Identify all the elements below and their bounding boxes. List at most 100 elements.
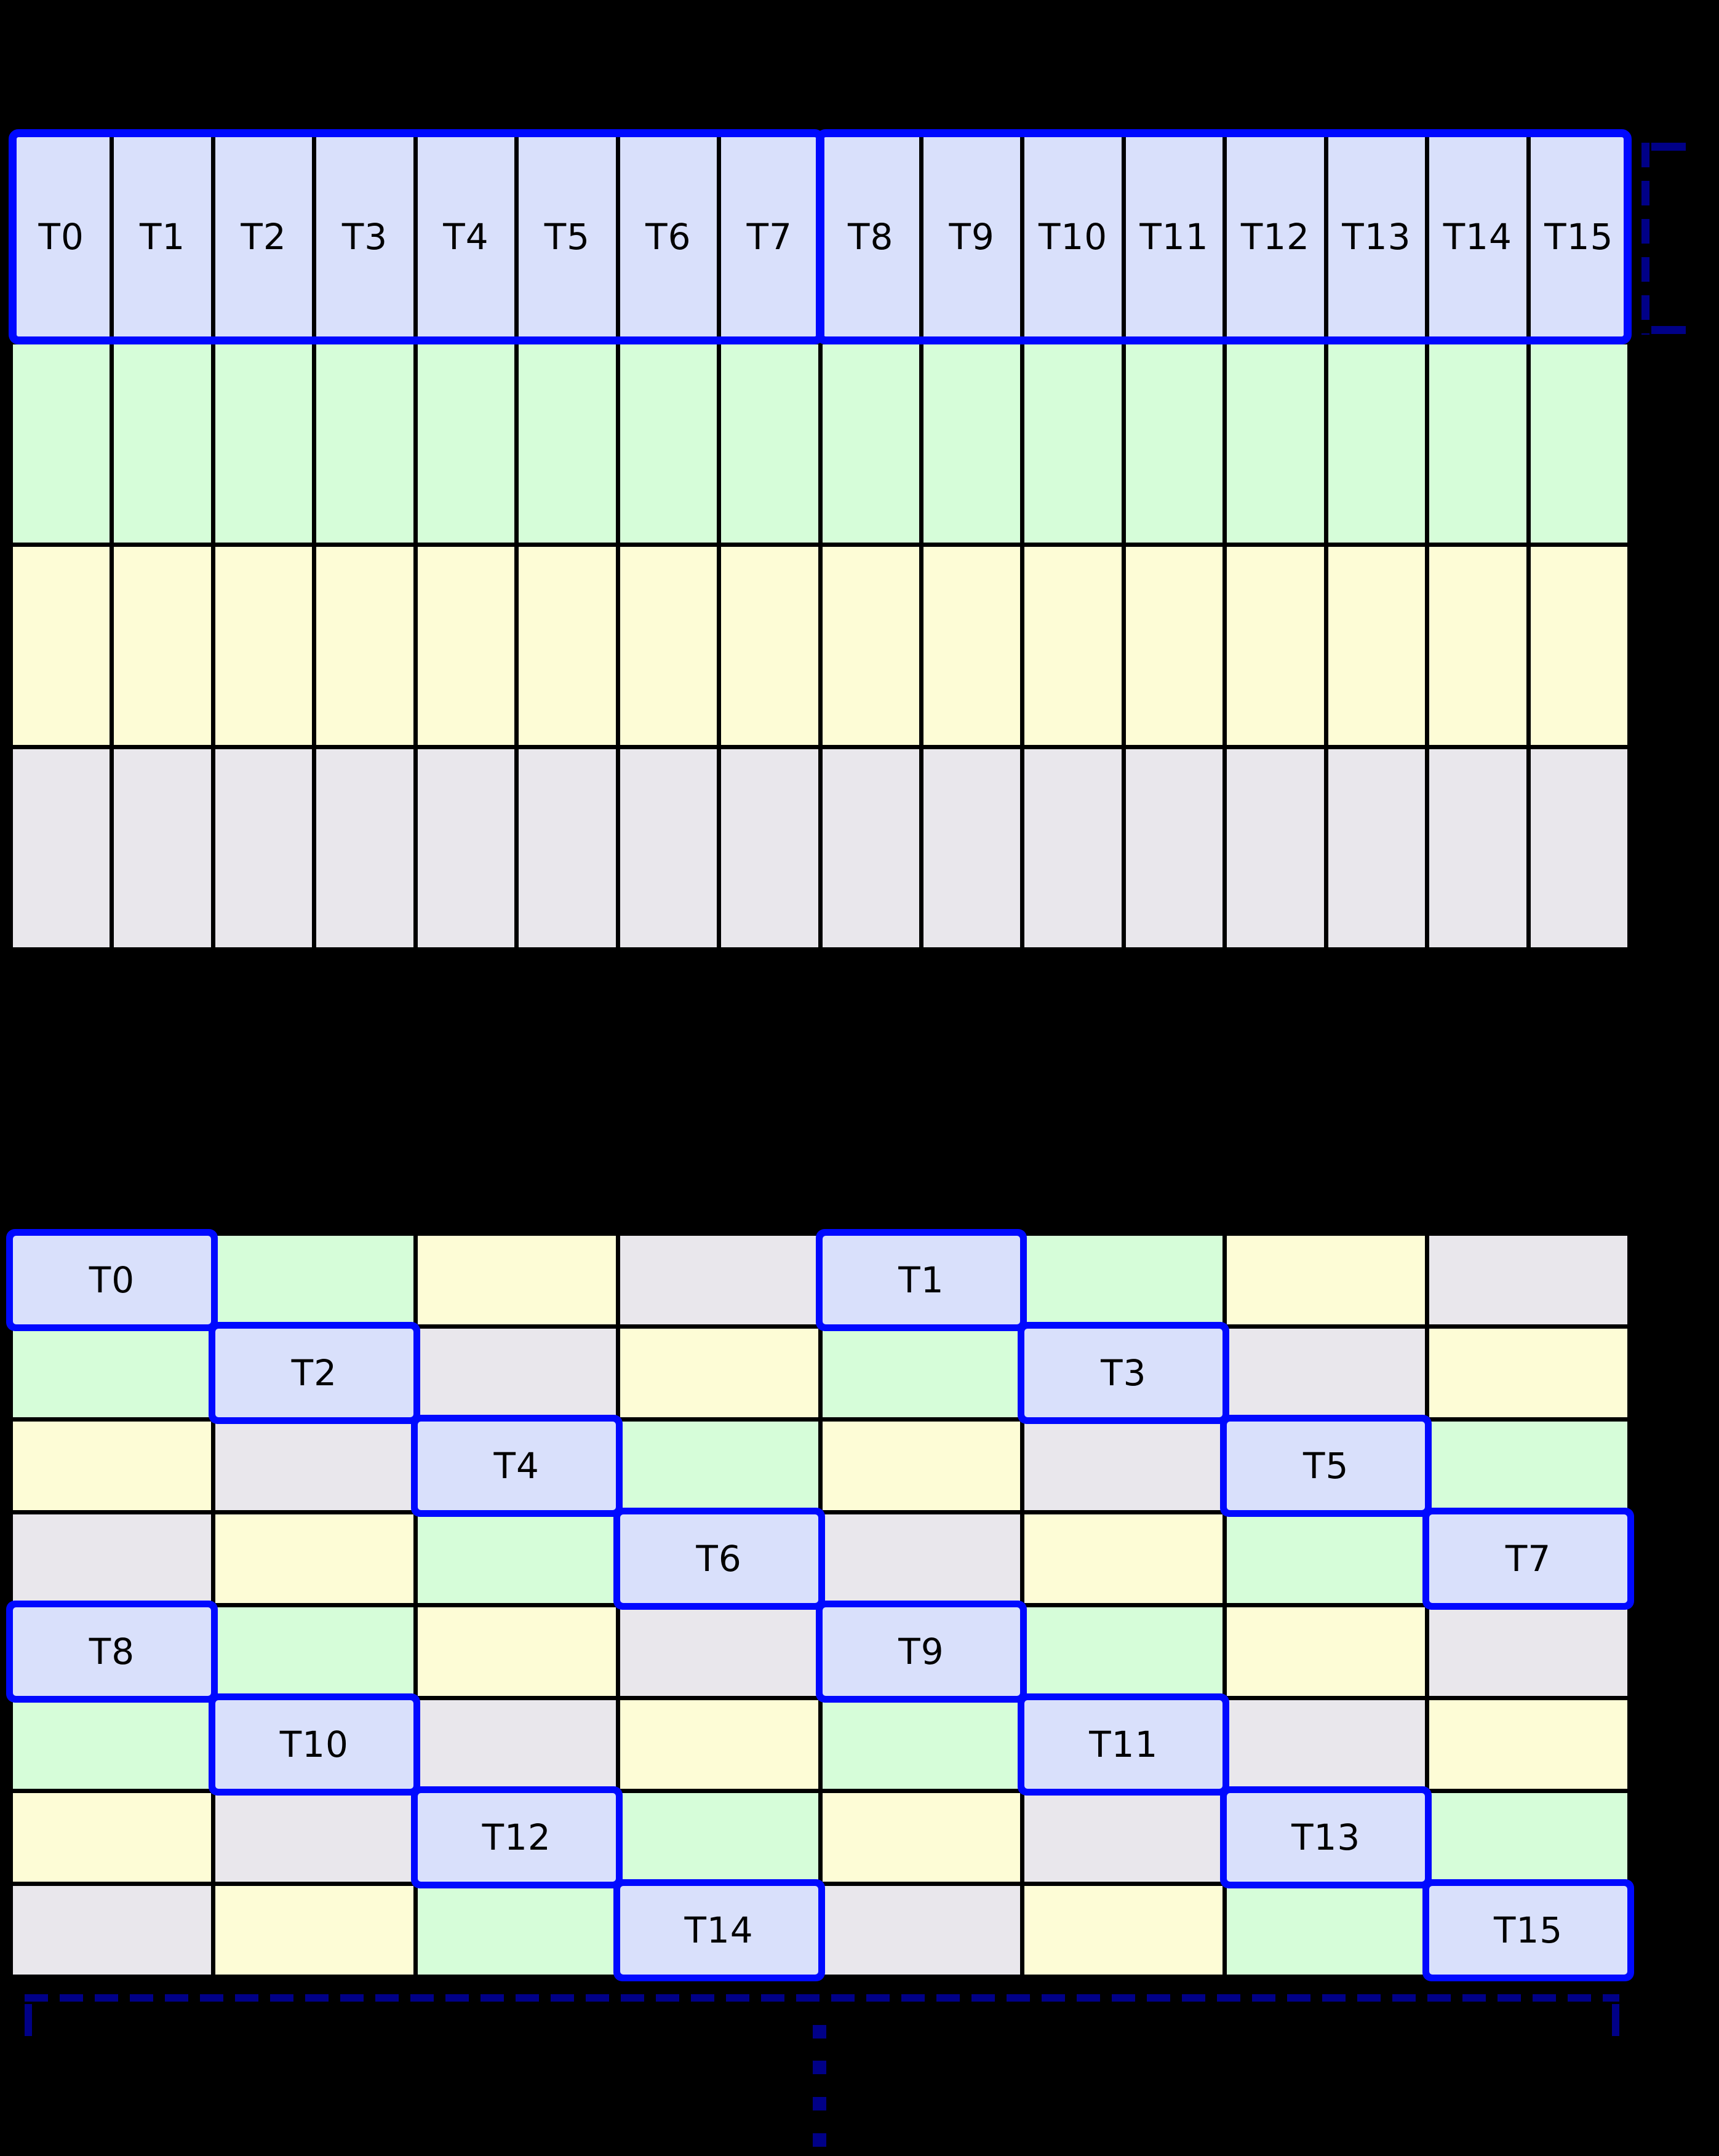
thread-label: T0 — [38, 216, 84, 258]
memory-cell — [114, 344, 211, 543]
memory-cell — [822, 1329, 1021, 1417]
thread-label: T9 — [898, 1631, 944, 1673]
memory-cell — [620, 1700, 818, 1789]
memory-cell — [620, 1422, 818, 1510]
memory-cell — [1429, 547, 1526, 745]
thread-cell-T9: T9 — [923, 133, 1021, 340]
ellipsis-dot — [813, 2061, 826, 2074]
thread-label: T6 — [645, 216, 692, 258]
memory-cell — [923, 749, 1021, 947]
memory-cell — [1227, 547, 1324, 745]
thread-cell-T4: T4 — [417, 1422, 616, 1510]
thread-cell-T12: T12 — [1227, 133, 1324, 340]
memory-cell — [620, 1607, 818, 1696]
thread-label: T11 — [1139, 216, 1209, 258]
memory-cell — [822, 1422, 1021, 1510]
memory-cell — [316, 547, 413, 745]
thread-cell-T5: T5 — [519, 133, 616, 340]
thread-label: T7 — [1505, 1538, 1552, 1580]
memory-cell — [1530, 547, 1627, 745]
thread-label: T11 — [1089, 1724, 1159, 1765]
memory-cell — [13, 1329, 211, 1417]
memory-cell — [1429, 344, 1526, 543]
memory-cell — [1024, 1236, 1223, 1324]
memory-cell — [721, 749, 818, 947]
memory-cell — [620, 749, 717, 947]
memory-cell — [417, 1700, 616, 1789]
memory-cell — [215, 547, 313, 745]
thread-label: T2 — [241, 216, 287, 258]
memory-cell — [1024, 1886, 1223, 1975]
memory-cell — [417, 1607, 616, 1696]
thread-cell-T6: T6 — [620, 133, 717, 340]
thread-cell-T0: T0 — [13, 1236, 211, 1324]
thread-cell-T11: T11 — [1125, 133, 1223, 340]
thread-cell-T7: T7 — [1429, 1514, 1627, 1603]
right-bracket-line — [1641, 143, 1649, 335]
memory-cell — [1328, 547, 1426, 745]
thread-label: T3 — [1101, 1352, 1147, 1394]
thread-label: T6 — [696, 1538, 742, 1580]
ellipsis-dot — [813, 2133, 826, 2147]
thread-cell-T1: T1 — [822, 1236, 1021, 1324]
memory-cell — [1530, 749, 1627, 947]
memory-cell — [417, 344, 515, 543]
memory-cell — [215, 1886, 413, 1975]
memory-cell — [1429, 1607, 1627, 1696]
ellipsis-dot — [813, 2025, 826, 2039]
thread-label: T2 — [291, 1352, 337, 1394]
thread-cell-T1: T1 — [114, 133, 211, 340]
memory-cell — [1328, 749, 1426, 947]
thread-cell-T5: T5 — [1227, 1422, 1426, 1510]
memory-cell — [13, 1700, 211, 1789]
memory-cell — [1024, 547, 1122, 745]
memory-cell — [1429, 749, 1526, 947]
memory-cell — [1227, 1236, 1426, 1324]
thread-label: T13 — [1342, 216, 1411, 258]
memory-cell — [822, 1793, 1021, 1882]
memory-cell — [13, 1793, 211, 1882]
thread-label: T5 — [1303, 1445, 1349, 1487]
memory-cell — [114, 547, 211, 745]
memory-cell — [1227, 1700, 1426, 1789]
thread-label: T3 — [341, 216, 388, 258]
coalesced-access-grid: T0 T1 T2 T3 T4 T5 T6 T7 T8 T9 T10 T11 T12 T13 T14 T15 — [9, 129, 1632, 952]
thread-cell-T14: T14 — [620, 1886, 818, 1975]
memory-cell — [721, 344, 818, 543]
memory-cell — [1227, 1329, 1426, 1417]
thread-label: T9 — [949, 216, 995, 258]
memory-cell — [13, 749, 110, 947]
thread-cell-T15: T15 — [1530, 133, 1627, 340]
thread-label: T5 — [544, 216, 591, 258]
memory-cell — [316, 344, 413, 543]
memory-cell — [13, 1514, 211, 1603]
memory-cell — [215, 1607, 413, 1696]
memory-cell — [1429, 1236, 1627, 1324]
memory-cell — [417, 749, 515, 947]
memory-cell — [620, 344, 717, 543]
thread-label: T1 — [139, 216, 186, 258]
memory-cell — [1429, 1422, 1627, 1510]
ellipsis-dot — [813, 2097, 826, 2110]
thread-label: T14 — [1443, 216, 1512, 258]
thread-label: T0 — [89, 1259, 135, 1301]
memory-cell — [519, 344, 616, 543]
memory-cell — [822, 1886, 1021, 1975]
thread-cell-T0: T0 — [13, 133, 110, 340]
memory-cell — [519, 547, 616, 745]
thread-cell-T8: T8 — [13, 1607, 211, 1696]
memory-cell — [215, 749, 313, 947]
thread-label: T10 — [1038, 216, 1108, 258]
memory-cell — [1024, 1793, 1223, 1882]
thread-label: T1 — [898, 1259, 944, 1301]
memory-cell — [1227, 1607, 1426, 1696]
memory-cell — [1024, 1514, 1223, 1603]
thread-cell-T2: T2 — [215, 133, 313, 340]
memory-cell — [620, 1329, 818, 1417]
memory-cell — [822, 344, 919, 543]
memory-cell — [13, 1422, 211, 1510]
thread-cell-T13: T13 — [1328, 133, 1426, 340]
thread-label: T4 — [493, 1445, 540, 1487]
memory-cell — [13, 1886, 211, 1975]
thread-cell-T11: T11 — [1024, 1700, 1223, 1789]
